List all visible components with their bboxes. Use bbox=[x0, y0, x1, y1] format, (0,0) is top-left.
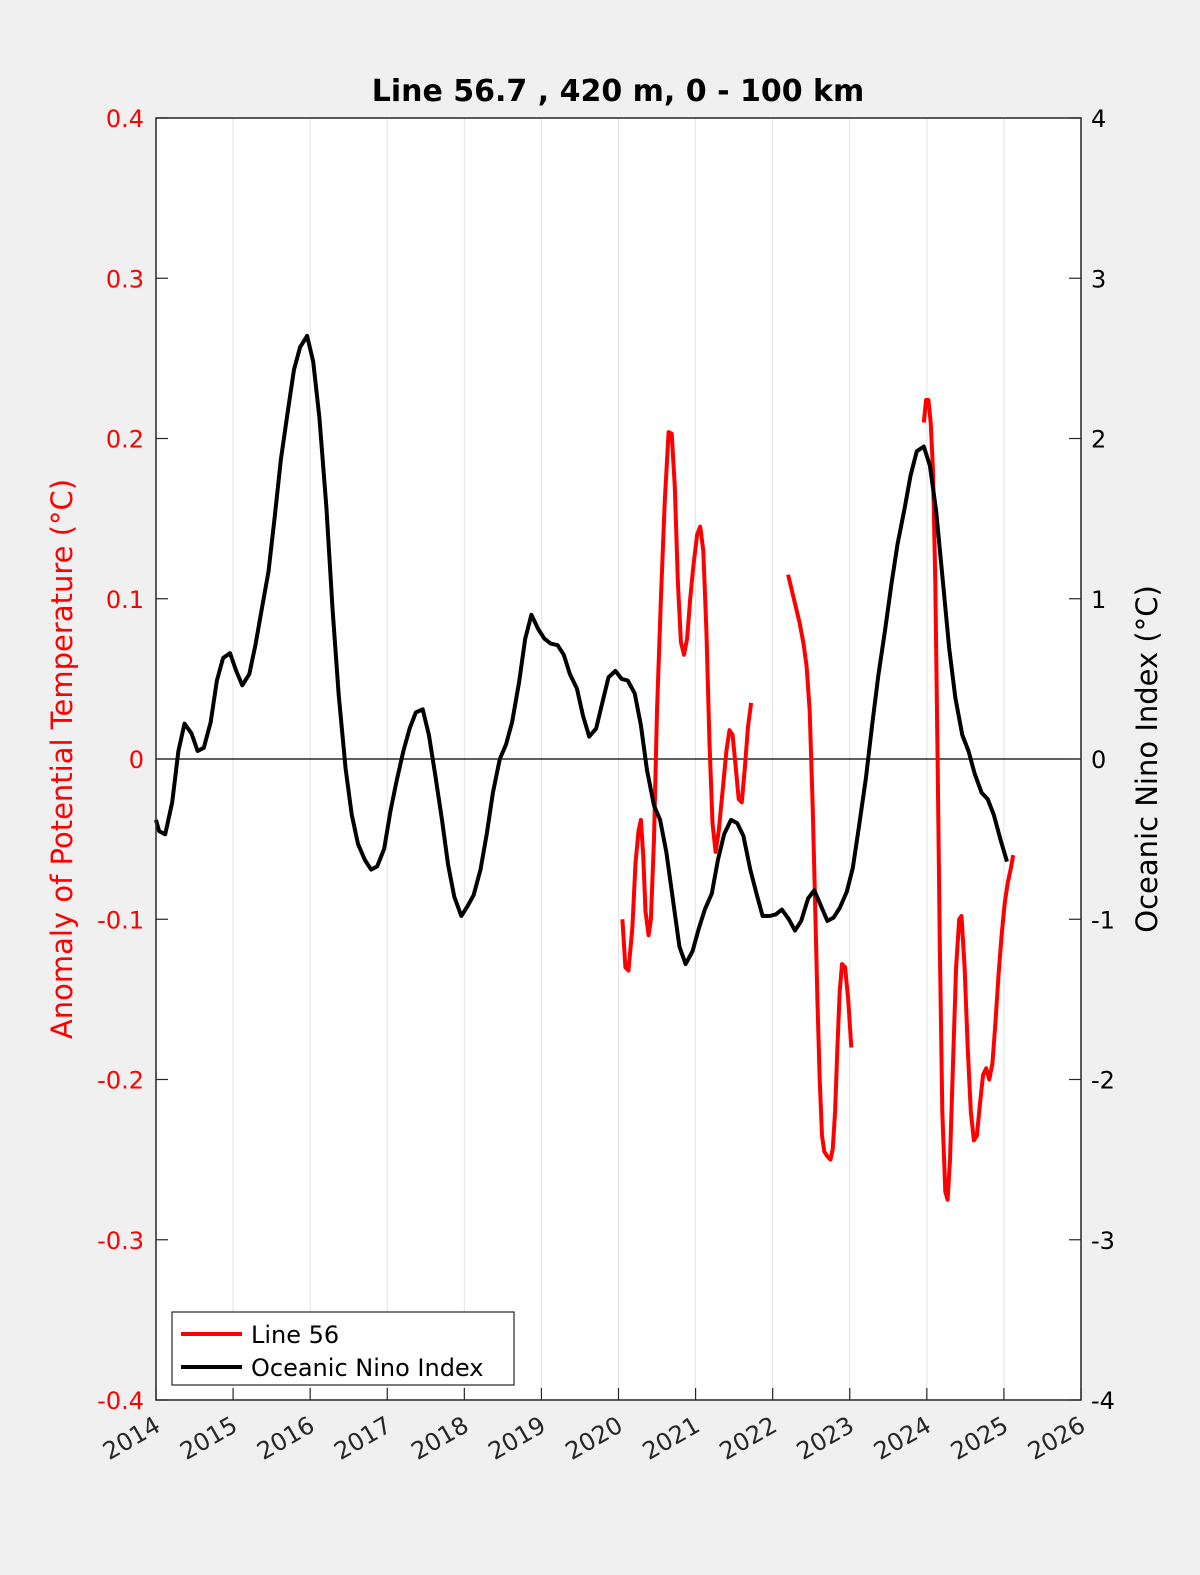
x-tick-label: 2018 bbox=[406, 1411, 473, 1466]
legend-box bbox=[171, 1311, 515, 1386]
y-right-tick-label: 0 bbox=[1091, 746, 1106, 774]
x-tick-label: 2025 bbox=[946, 1411, 1013, 1466]
y-right-tick-label: -1 bbox=[1091, 906, 1115, 934]
series-line-56 bbox=[620, 430, 754, 973]
y-left-tick-label: 0.3 bbox=[106, 265, 144, 293]
y-left-tick-label: 0.4 bbox=[106, 105, 144, 133]
y-right-tick-label: 3 bbox=[1091, 265, 1106, 293]
y-left-tick-label: -0.3 bbox=[97, 1227, 144, 1255]
y-axis-right-label: Oceanic Nino Index (°C) bbox=[1130, 585, 1164, 933]
y-left-tick-label: -0.1 bbox=[97, 906, 144, 934]
x-tick-label: 2016 bbox=[252, 1411, 319, 1466]
legend-label-oni: Oceanic Nino Index bbox=[251, 1354, 483, 1382]
x-tick-label: 2019 bbox=[484, 1411, 551, 1466]
x-tick-label: 2020 bbox=[561, 1411, 628, 1466]
series-oceanic-nino-index bbox=[154, 333, 1009, 967]
y-right-tick-label: -2 bbox=[1091, 1067, 1115, 1095]
x-tick-label: 2024 bbox=[869, 1411, 936, 1466]
y-axis-left-label: Anomaly of Potential Temperature (°C) bbox=[45, 479, 79, 1039]
x-tick-label: 2023 bbox=[792, 1411, 859, 1466]
y-right-tick-label: 4 bbox=[1091, 105, 1106, 133]
legend-label-line-56: Line 56 bbox=[251, 1321, 339, 1349]
y-left-tick-label: 0.1 bbox=[106, 586, 144, 614]
x-tick-label: 2022 bbox=[715, 1411, 782, 1466]
x-tick-label: 2026 bbox=[1023, 1411, 1090, 1466]
y-right-tick-label: -4 bbox=[1091, 1387, 1115, 1415]
chart-title: Line 56.7 , 420 m, 0 - 100 km bbox=[372, 74, 865, 109]
y-right-tick-label: 2 bbox=[1091, 426, 1106, 454]
ticks bbox=[155, 117, 1082, 1401]
y-left-tick-label: 0 bbox=[129, 746, 144, 774]
legend: Line 56 Oceanic Nino Index bbox=[171, 1311, 515, 1386]
y-left-tick-label: 0.2 bbox=[106, 426, 144, 454]
x-tick-label: 2021 bbox=[638, 1411, 705, 1466]
series-layer bbox=[154, 333, 1016, 1202]
x-tick-label: 2017 bbox=[329, 1411, 396, 1466]
y-right-tick-label: -3 bbox=[1091, 1227, 1115, 1255]
x-tick-label: 2014 bbox=[98, 1411, 165, 1466]
x-tick-label: 2015 bbox=[175, 1411, 242, 1466]
y-right-tick-label: 1 bbox=[1091, 586, 1106, 614]
series-line-56 bbox=[786, 574, 854, 1162]
series-line-56 bbox=[921, 398, 1016, 1202]
y-left-tick-label: -0.2 bbox=[97, 1067, 144, 1095]
y-left-tick-label: -0.4 bbox=[97, 1387, 144, 1415]
